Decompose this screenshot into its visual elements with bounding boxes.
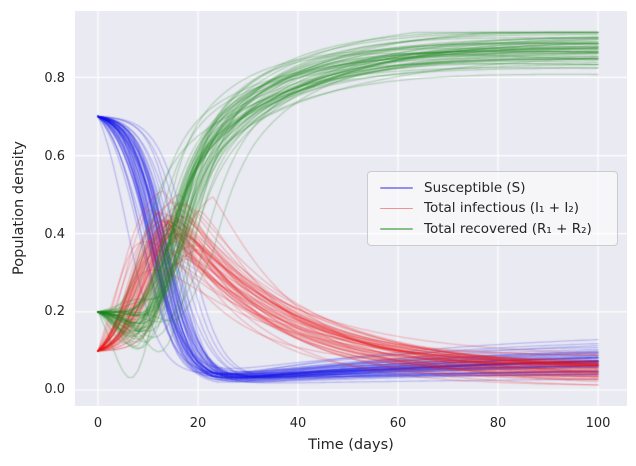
x-tick-100: 100 bbox=[585, 416, 611, 431]
susceptible-line-swatch bbox=[380, 187, 413, 190]
x-axis-label: Time (days) bbox=[308, 437, 394, 453]
legend: Susceptible (S) Total infectious (I₁ + I… bbox=[367, 171, 618, 246]
x-tick-40: 40 bbox=[289, 416, 307, 431]
x-tick-60: 60 bbox=[389, 416, 407, 431]
legend-label-recovered: Total recovered (R₁ + R₂) bbox=[424, 220, 592, 237]
y-axis-label: Population density bbox=[11, 141, 27, 275]
y-tick-0.8: 0.8 bbox=[44, 71, 65, 86]
legend-row-infectious: Total infectious (I₁ + I₂) bbox=[376, 198, 609, 218]
y-tick-0.6: 0.6 bbox=[44, 149, 65, 164]
legend-label-infectious: Total infectious (I₁ + I₂) bbox=[424, 200, 580, 217]
x-tick-20: 20 bbox=[189, 416, 207, 431]
x-tick-80: 80 bbox=[489, 416, 507, 431]
infectious-line-swatch bbox=[380, 207, 413, 210]
legend-row-susceptible: Susceptible (S) bbox=[376, 178, 609, 198]
y-tick-0.2: 0.2 bbox=[44, 304, 65, 319]
legend-row-recovered: Total recovered (R₁ + R₂) bbox=[376, 219, 609, 239]
y-tick-0.4: 0.4 bbox=[44, 227, 65, 242]
x-tick-0: 0 bbox=[93, 416, 103, 431]
y-tick-0.0: 0.0 bbox=[44, 382, 65, 397]
recovered-line-swatch bbox=[380, 227, 413, 230]
legend-label-susceptible: Susceptible (S) bbox=[424, 180, 526, 197]
